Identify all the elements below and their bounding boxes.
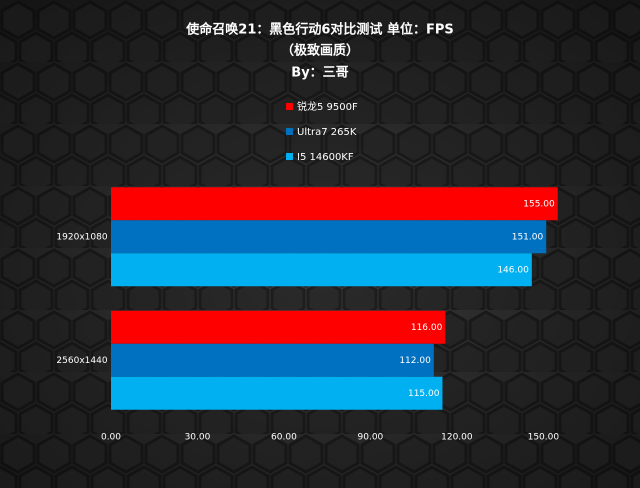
chart-subtitle: （极致画质） <box>281 43 359 59</box>
x-tick-label: 0.00 <box>101 433 121 443</box>
bar <box>111 253 532 287</box>
legend-swatch <box>286 153 293 160</box>
bar <box>111 187 558 221</box>
x-tick-label: 120.00 <box>441 433 473 443</box>
value-label: 146.00 <box>497 265 529 275</box>
value-label: 151.00 <box>512 232 544 242</box>
legend-label: Ultra7 265K <box>297 127 357 138</box>
bar <box>111 310 446 344</box>
legend-label: I5 14600KF <box>297 152 354 163</box>
legend-swatch <box>286 128 293 135</box>
bar <box>111 343 434 377</box>
value-label: 112.00 <box>399 356 431 366</box>
y-tick-label: 2560x1440 <box>56 356 107 366</box>
chart-author: By：三哥 <box>291 65 348 81</box>
y-tick-label: 1920x1080 <box>56 232 107 242</box>
bar <box>111 220 547 254</box>
x-tick-label: 30.00 <box>185 433 211 443</box>
value-label: 116.00 <box>411 323 443 333</box>
legend-swatch <box>286 103 293 110</box>
chart-title: 使命召唤21：黑色行动6对比测试 单位：FPS <box>185 22 453 38</box>
legend-label: 锐龙5 9500F <box>297 100 358 113</box>
bar <box>111 376 443 410</box>
x-tick-label: 90.00 <box>358 433 384 443</box>
value-label: 115.00 <box>408 389 440 399</box>
x-tick-label: 150.00 <box>528 433 560 443</box>
x-tick-label: 60.00 <box>271 433 297 443</box>
value-label: 155.00 <box>523 199 555 209</box>
